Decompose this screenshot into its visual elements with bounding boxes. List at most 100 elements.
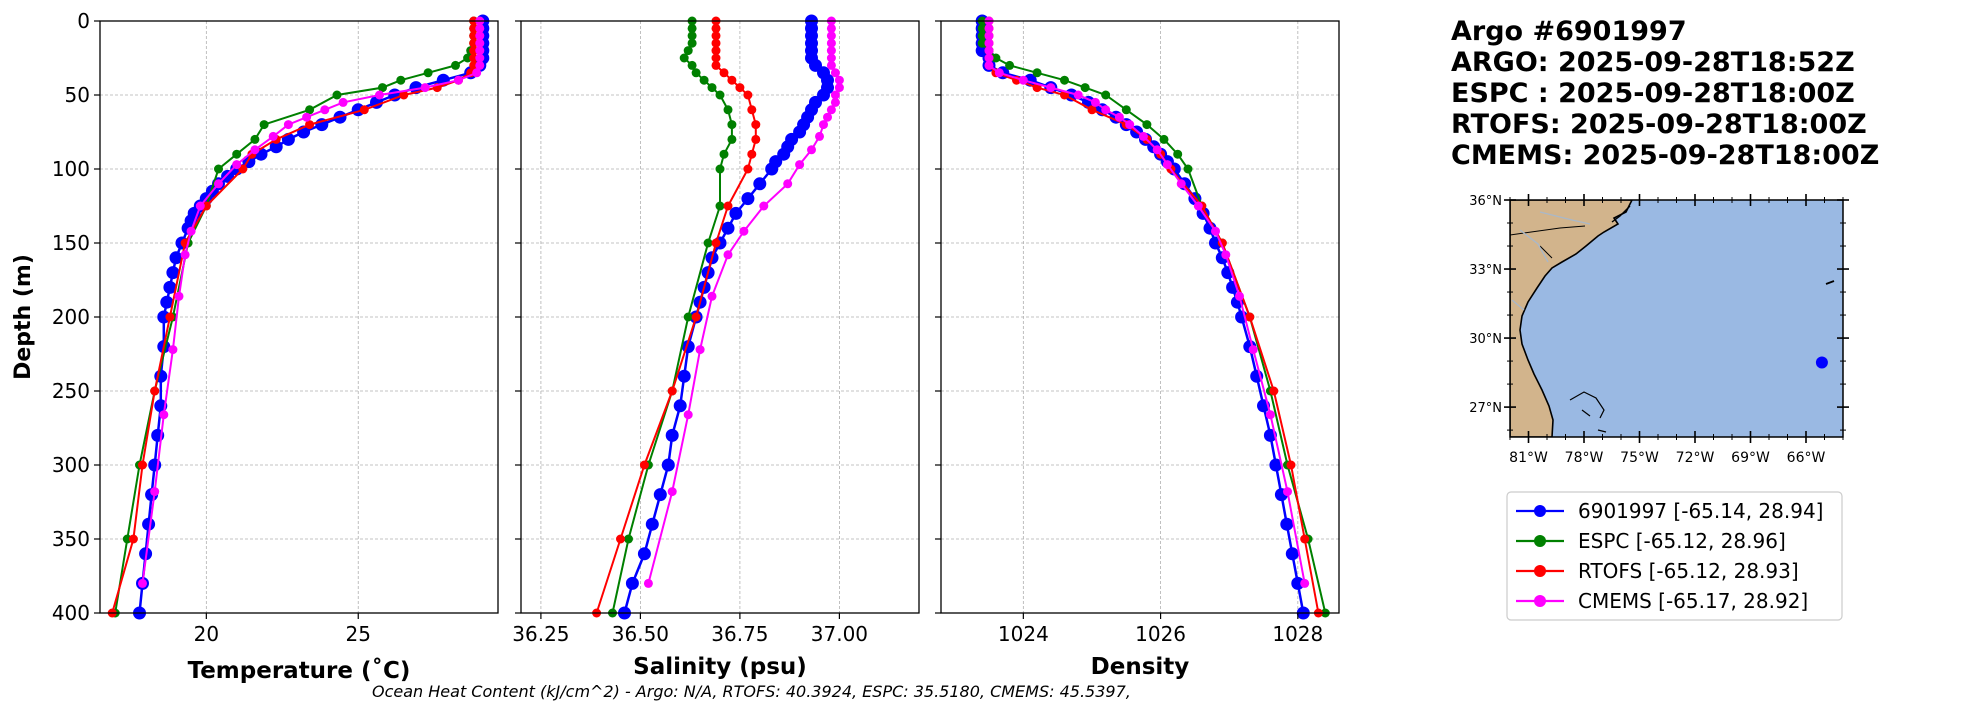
point-6901997 (163, 280, 177, 294)
profile-header: Argo #6901997 ARGO: 2025-09-28T18:52Z ES… (1451, 16, 1879, 171)
point-cmems (475, 31, 485, 41)
point-cmems (1114, 112, 1124, 122)
point-espc (977, 38, 987, 48)
point-rtofs (711, 60, 721, 70)
point-rtofs (1087, 105, 1097, 115)
point-rtofs (128, 534, 138, 544)
point-rtofs (751, 134, 761, 144)
y-tick-label: 250 (52, 379, 90, 403)
point-espc (977, 31, 987, 41)
point-cmems (302, 112, 312, 122)
point-6901997 (721, 221, 735, 235)
point-cmems (830, 90, 840, 100)
point-cmems (1125, 120, 1135, 130)
point-6901997 (221, 169, 235, 183)
point-cmems (834, 75, 844, 85)
point-6901997 (637, 547, 651, 561)
point-rtofs (305, 120, 315, 130)
series-line-cmems (988, 21, 1306, 584)
point-rtofs (711, 238, 721, 248)
x-tick-label: 36.25 (512, 622, 569, 646)
point-cmems (723, 250, 733, 260)
point-cmems (826, 105, 836, 115)
point-espc (1183, 164, 1193, 174)
point-cmems (420, 83, 430, 93)
point-rtofs (1286, 460, 1296, 470)
point-rtofs (616, 534, 625, 544)
point-cmems (168, 345, 178, 355)
point-cmems (338, 97, 348, 107)
point-espc (715, 164, 725, 174)
point-cmems (174, 291, 184, 301)
legend-box (1506, 491, 1843, 621)
header-cmems-time: CMEMS: 2025-09-28T18:00Z (1451, 140, 1880, 171)
legend-marker (1534, 595, 1546, 607)
point-espc (1121, 105, 1131, 115)
x-axis-label: Density (1091, 654, 1190, 680)
point-cmems (1248, 345, 1258, 355)
point-cmems (984, 31, 994, 41)
point-6901997 (1269, 458, 1283, 472)
point-cmems (984, 38, 994, 48)
panel-density: 1024 1026 1028 Density (935, 14, 1340, 680)
legend: 6901997 [-65.14, 28.94] ESPC [-65.12, 28.… (1506, 491, 1843, 621)
point-cmems (1018, 75, 1028, 85)
point-cmems (667, 487, 677, 497)
point-6901997 (1280, 517, 1294, 531)
depth-axis-label: Depth (m) (11, 254, 36, 380)
point-espc (977, 23, 987, 33)
point-espc (683, 46, 693, 56)
point-6901997 (677, 369, 691, 383)
y-tick-label: 200 (52, 305, 90, 329)
point-rtofs (1245, 312, 1255, 322)
point-cmems (1176, 179, 1186, 189)
point-cmems (1162, 160, 1172, 170)
x-axis-label: Temperature (˚C) (188, 657, 411, 684)
point-cmems (826, 23, 836, 33)
point-rtofs (711, 53, 721, 63)
point-6901997 (142, 517, 156, 531)
legend-label: CMEMS [-65.17, 28.92] (1578, 589, 1808, 613)
point-cmems (643, 578, 653, 588)
x-tick-label: 1024 (998, 622, 1049, 646)
point-espc (378, 83, 387, 93)
point-espc (991, 53, 1001, 63)
point-cmems (1101, 105, 1111, 115)
map-lat-label: 30°N (1469, 332, 1502, 347)
point-cmems (1090, 97, 1100, 107)
point-cmems (1193, 201, 1203, 211)
header-espc-time: ESPC : 2025-09-28T18:00Z (1451, 78, 1855, 109)
point-rtofs (711, 31, 721, 41)
point-espc (687, 60, 697, 70)
map-lat-label: 27°N (1469, 401, 1502, 416)
point-cmems (823, 112, 832, 122)
point-cmems (1046, 83, 1056, 93)
point-rtofs (711, 38, 721, 48)
point-rtofs (735, 83, 745, 93)
series-line-cmems (141, 21, 481, 584)
map-lon-label: 69°W (1731, 450, 1770, 466)
map-lon-label: 72°W (1676, 450, 1715, 466)
point-rtofs (691, 312, 701, 322)
y-tick-label: 350 (52, 527, 90, 551)
point-cmems (830, 68, 840, 78)
point-espc (723, 105, 733, 115)
point-cmems (1138, 131, 1148, 141)
point-espc (699, 75, 709, 85)
point-cmems (819, 120, 828, 130)
map-lon-label: 66°W (1787, 450, 1826, 466)
point-cmems (695, 345, 705, 355)
point-cmems (1211, 226, 1220, 236)
legend-label: 6901997 [-65.14, 28.94] (1578, 499, 1823, 523)
point-rtofs (639, 460, 649, 470)
point-cmems (1152, 145, 1162, 155)
point-espc (727, 134, 737, 144)
point-cmems (195, 201, 205, 211)
point-cmems (475, 46, 485, 56)
ohc-footer: Ocean Heat Content (kJ/cm^2) - Argo: N/A… (372, 682, 1131, 701)
point-cmems (994, 68, 1004, 78)
point-rtofs (1269, 386, 1279, 396)
point-cmems (320, 105, 330, 115)
point-cmems (834, 83, 844, 93)
